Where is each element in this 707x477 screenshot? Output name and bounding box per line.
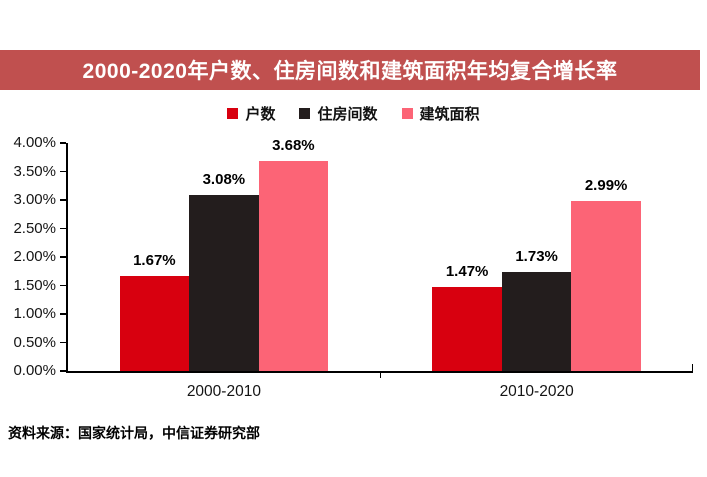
y-axis-tick — [60, 142, 66, 144]
bar-value-label: 1.73% — [515, 248, 558, 266]
legend-item-2: 建筑面积 — [401, 103, 480, 124]
y-axis-tick — [60, 170, 66, 173]
x-axis-category-label: 2000-2010 — [186, 383, 261, 400]
legend-item-1: 住房间数 — [299, 103, 378, 124]
y-axis-tick-label: 1.50% — [13, 276, 56, 294]
chart-title: 2000-2020年户数、住房间数和建筑面积年均复合增长率 — [82, 60, 618, 83]
bar-户数-2010-2020 — [432, 287, 502, 371]
y-axis-line — [66, 143, 68, 373]
x-axis-end-tick — [691, 364, 693, 371]
legend-item-0: 户数 — [227, 103, 275, 124]
y-axis-tick-label: 0.50% — [13, 333, 56, 351]
bar-住房间数-2010-2020 — [501, 272, 572, 371]
y-axis-tick — [60, 313, 66, 315]
bar-户数-2000-2010 — [119, 275, 190, 371]
y-axis-tick-label: 2.50% — [13, 219, 56, 237]
bar-建筑面积-2010-2020 — [571, 200, 641, 371]
legend-swatch-icon — [401, 107, 413, 119]
source-note: 资料来源：国家统计局，中信证券研究部 — [8, 425, 260, 441]
legend-swatch-icon — [299, 107, 311, 119]
y-axis-tick — [60, 256, 66, 258]
y-axis-tick-label: 1.00% — [13, 305, 56, 322]
chart-title-banner: 2000-2020年户数、住房间数和建筑面积年均复合增长率 — [0, 50, 700, 90]
legend-swatch-icon — [227, 107, 239, 119]
y-axis-tick-label: 0.00% — [13, 362, 56, 379]
legend-label: 户数 — [245, 105, 276, 123]
y-axis-tick — [60, 227, 66, 230]
x-axis-mid-tick — [379, 371, 381, 378]
bar-建筑面积-2000-2010 — [258, 161, 329, 371]
y-axis-tick — [60, 341, 66, 344]
bar-value-label: 2.99% — [584, 176, 628, 194]
y-axis-tick — [60, 199, 66, 201]
y-axis-tick-label: 3.50% — [13, 162, 56, 180]
y-axis-tick-label: 4.00% — [13, 134, 56, 151]
legend-label: 住房间数 — [317, 105, 378, 123]
legend: 户数 住房间数 建筑面积 — [0, 101, 707, 125]
bar-value-label: 1.67% — [133, 251, 176, 269]
legend-label: 建筑面积 — [419, 105, 480, 123]
y-axis-tick-label: 2.00% — [13, 248, 56, 265]
bar-住房间数-2000-2010 — [189, 195, 259, 371]
y-axis-tick — [60, 370, 66, 372]
bar-value-label: 3.68% — [272, 137, 315, 155]
bar-value-label: 1.47% — [445, 263, 489, 281]
y-axis-tick-label: 3.00% — [13, 191, 56, 208]
bar-value-label: 3.08% — [202, 171, 246, 189]
y-axis-tick — [60, 284, 66, 287]
x-axis-category-label: 2010-2020 — [499, 383, 574, 400]
